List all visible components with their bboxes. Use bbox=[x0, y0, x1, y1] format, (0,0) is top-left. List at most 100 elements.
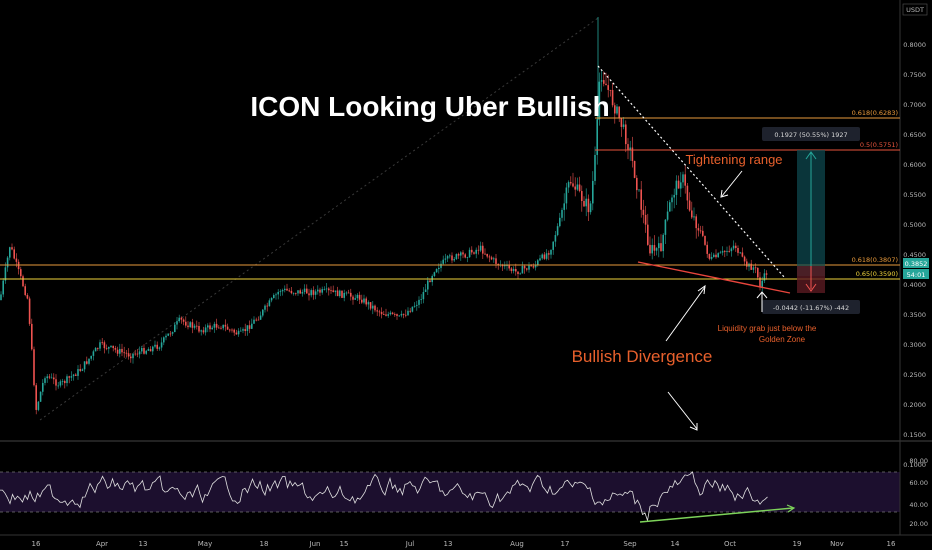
candle-body bbox=[308, 293, 310, 296]
candle-body bbox=[618, 106, 620, 119]
divergence-arrowhead-up bbox=[697, 284, 706, 295]
candle-body bbox=[297, 290, 299, 294]
time-axis-label: Jun bbox=[309, 540, 321, 548]
rsi-divergence-line bbox=[639, 507, 794, 523]
candle-body bbox=[442, 259, 444, 264]
candle-body bbox=[279, 291, 282, 293]
candle-body bbox=[303, 288, 306, 292]
candle-body bbox=[693, 216, 695, 218]
candle-body bbox=[266, 305, 268, 307]
candle-body bbox=[174, 324, 176, 333]
candle-body bbox=[125, 352, 128, 354]
candle-body bbox=[587, 198, 590, 213]
candle-body bbox=[556, 226, 559, 236]
candle-body bbox=[235, 332, 238, 335]
candle-body bbox=[741, 252, 744, 257]
time-axis-label: 14 bbox=[671, 540, 680, 548]
candle-body bbox=[336, 290, 339, 297]
candle-body bbox=[361, 299, 363, 303]
candle-body bbox=[429, 280, 431, 283]
candle-body bbox=[545, 253, 548, 259]
candle-body bbox=[369, 302, 372, 309]
descending-resistance-line bbox=[597, 65, 786, 279]
candle-body bbox=[72, 374, 75, 377]
candle-body bbox=[609, 89, 612, 91]
measure-up-label: 0.1927 (50.55%) 1927 bbox=[774, 131, 847, 139]
candle-body bbox=[418, 299, 420, 305]
candle-body bbox=[387, 314, 389, 316]
candle-body bbox=[559, 217, 561, 227]
candle-body bbox=[226, 326, 229, 330]
tightening-arrow bbox=[721, 170, 743, 197]
time-axis-label: Jul bbox=[405, 540, 415, 548]
countdown-label: 54:01 bbox=[907, 271, 926, 279]
candle-body bbox=[88, 358, 90, 364]
candle-body bbox=[138, 351, 141, 355]
time-axis-label: 15 bbox=[340, 540, 349, 548]
candle-body bbox=[42, 382, 44, 392]
candle-body bbox=[189, 322, 191, 328]
currency-badge[interactable] bbox=[902, 3, 928, 16]
candle-body bbox=[581, 191, 583, 202]
candle-body bbox=[83, 361, 86, 370]
price-axis[interactable]: 0.8000 0.7500 0.7000 0.6500 0.6000 0.5500 0.50… bbox=[903, 41, 926, 469]
candle-body bbox=[237, 330, 240, 335]
candle-body bbox=[739, 252, 741, 254]
candle-body bbox=[424, 289, 427, 293]
candle-body bbox=[75, 374, 77, 376]
candle-body bbox=[134, 353, 136, 355]
candle-body bbox=[380, 312, 383, 315]
candle-body bbox=[233, 329, 235, 333]
candle-body bbox=[11, 247, 13, 250]
candle-body bbox=[9, 247, 11, 258]
candle-body bbox=[389, 312, 392, 315]
candle-body bbox=[552, 241, 554, 250]
time-axis-label: Oct bbox=[724, 540, 736, 548]
candle-body bbox=[644, 214, 647, 225]
price-axis-label: 0.6500 bbox=[903, 131, 926, 139]
candle-body bbox=[715, 254, 717, 258]
candle-body bbox=[603, 80, 605, 84]
candle-body bbox=[365, 298, 367, 305]
candle-body bbox=[528, 265, 530, 270]
time-axis-label: Nov bbox=[830, 540, 844, 548]
liquidity-label-line2: Golden Zone bbox=[759, 335, 806, 344]
candle-body bbox=[198, 326, 200, 332]
candle-body bbox=[541, 254, 543, 259]
rsi-line bbox=[0, 471, 768, 521]
candle-body bbox=[743, 256, 746, 262]
candle-body bbox=[446, 256, 449, 259]
candle-body bbox=[325, 288, 328, 290]
candle-body bbox=[449, 255, 451, 257]
candle-body bbox=[515, 269, 517, 272]
candle-body bbox=[697, 228, 700, 231]
measure-down-arrowhead bbox=[805, 283, 817, 292]
candle-body bbox=[438, 267, 440, 270]
candle-body bbox=[471, 249, 473, 253]
time-axis-label: Sep bbox=[623, 540, 637, 548]
candle-body bbox=[70, 376, 73, 378]
candle-body bbox=[629, 147, 631, 150]
candle-body bbox=[669, 202, 671, 212]
candle-body bbox=[420, 299, 422, 301]
measure-up-label-bg bbox=[762, 127, 860, 141]
rsi-axis-80: 80.00 bbox=[909, 457, 928, 465]
candle-body bbox=[583, 201, 585, 207]
candle-body bbox=[440, 263, 442, 268]
candle-body bbox=[123, 352, 125, 354]
candle-body bbox=[301, 291, 304, 294]
price-axis-label: 0.8000 bbox=[903, 41, 926, 49]
time-axis[interactable]: 16 Apr 13 May 18 Jun 15 Jul 13 Aug 17 Sep 14 Oct 19 Nov… bbox=[32, 540, 896, 548]
candle-body bbox=[350, 292, 352, 297]
candle-body bbox=[730, 248, 733, 252]
candle-body bbox=[526, 268, 528, 270]
measure-up-arrowhead bbox=[805, 151, 817, 160]
candle-body bbox=[376, 310, 378, 312]
candle-body bbox=[94, 347, 97, 352]
candle-body bbox=[574, 186, 576, 190]
candle-body bbox=[473, 252, 475, 254]
candle-body bbox=[508, 265, 510, 269]
candle-body bbox=[169, 333, 172, 335]
candle-body bbox=[328, 288, 330, 291]
